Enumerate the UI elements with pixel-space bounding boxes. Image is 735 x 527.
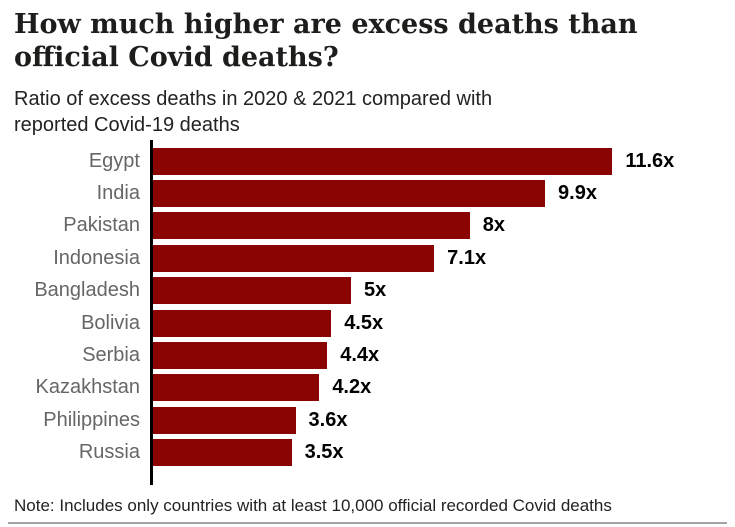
y-axis-line [150,140,153,485]
category-label: Philippines [43,408,140,431]
bar-row: Indonesia 7.1x [0,242,735,274]
chart-title-line-1: How much higher are excess deaths than [14,9,638,40]
value-label: 3.6x [308,408,348,431]
category-label: Bolivia [81,311,140,334]
value-label: 4.5x [344,311,384,334]
bar [153,374,320,402]
category-label: Kazakhstan [35,376,140,399]
bar-rows: Egypt 11.6x India 9.9x Pakistan 8x Indonesia 7.… [0,145,735,469]
bar-row: Bolivia 4.5x [0,307,735,339]
bar [153,406,296,434]
bar [153,180,546,208]
bar [153,147,613,175]
value-label: 5x [364,279,387,302]
bar [153,439,292,467]
bar-row: Egypt 11.6x [0,145,735,177]
bar [153,342,328,370]
category-label: Indonesia [53,246,140,269]
bottom-divider [8,521,727,524]
bar-chart: Egypt 11.6x India 9.9x Pakistan 8x Indonesia 7.… [0,140,735,485]
value-label: 7.1x [447,246,487,269]
value-label: 4.2x [332,376,372,399]
category-label: Serbia [82,344,140,367]
bar-row: India 9.9x [0,177,735,209]
category-label: Russia [78,441,140,464]
category-label: Bangladesh [34,279,140,302]
chart-title-line-2: official Covid deaths? [14,42,339,73]
bar-row: Russia 3.5x [0,437,735,469]
bar-row: Bangladesh 5x [0,275,735,307]
chart-subtitle-line-1: Ratio of excess deaths in 2020 & 2021 co… [14,88,493,110]
value-label: 11.6x [625,149,675,172]
category-label: Pakistan [63,214,140,237]
category-label: India [96,182,140,205]
bar [153,309,332,337]
bar [153,212,470,240]
value-label: 8x [482,214,506,237]
bar-row: Serbia 4.4x [0,339,735,371]
footnote: Note: Includes only countries with at le… [14,495,612,515]
value-label: 9.9x [558,182,597,205]
chart-subtitle: Ratio of excess deaths in 2020 & 2021 co… [14,86,715,138]
bar [153,244,435,272]
value-label: 3.5x [304,441,344,464]
category-label: Egypt [88,149,140,172]
chart-title: How much higher are excess deaths than o… [14,8,715,74]
bar-row: Kazakhstan 4.2x [0,372,735,404]
bar [153,277,351,305]
bar-row: Pakistan 8x [0,210,735,242]
bar-row: Philippines 3.6x [0,404,735,436]
chart-subtitle-line-2: reported Covid-19 deaths [14,114,240,136]
value-label: 4.4x [340,344,380,367]
